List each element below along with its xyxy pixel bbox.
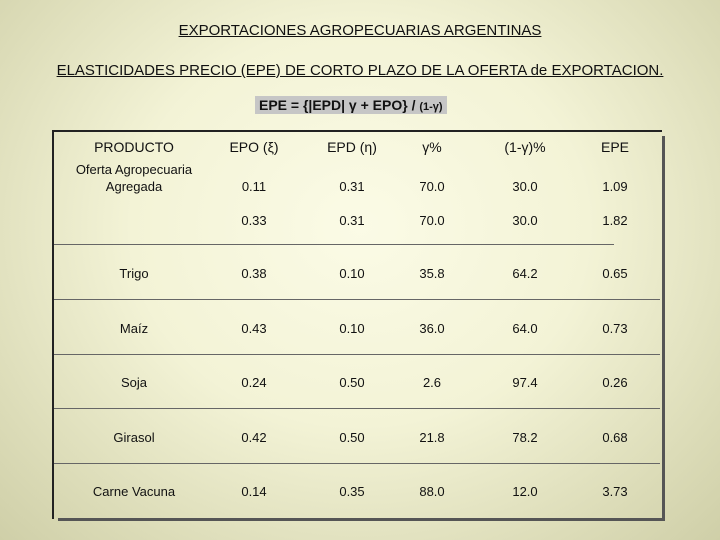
table-row: Soja 0.24 0.50 2.6 97.4 0.26 <box>54 355 662 409</box>
gamma-value: 70.0 <box>419 212 445 228</box>
table-row: Trigo 0.38 0.10 35.8 64.2 0.65 <box>54 245 662 301</box>
table-row: Oferta Agropecuaria Agregada 0.11 0.31 7… <box>54 162 662 204</box>
page-subtitle: ELASTICIDADES PRECIO (EPE) DE CORTO PLAZ… <box>56 62 664 79</box>
one-minus-gamma-value: 78.2 <box>512 429 538 445</box>
header-epe: EPE <box>600 138 629 155</box>
epd-value: 0.50 <box>339 374 365 390</box>
epe-value: 1.82 <box>602 212 628 228</box>
epd-value: 0.10 <box>339 265 365 281</box>
header-producto: PRODUCTO <box>94 138 174 155</box>
product-name: Girasol <box>113 429 155 445</box>
epo-value: 0.14 <box>241 483 267 499</box>
epd-value: 0.35 <box>339 483 365 499</box>
epe-value: 3.73 <box>602 483 628 499</box>
product-name: Soja <box>120 374 148 390</box>
product-name <box>54 202 214 238</box>
table-row: 0.33 0.31 70.0 30.0 1.82 <box>54 202 662 238</box>
product-name: Maíz <box>119 320 149 336</box>
epo-value: 0.11 <box>241 178 267 194</box>
row-divider <box>54 299 660 300</box>
epo-value: 0.42 <box>241 429 267 445</box>
gamma-value: 35.8 <box>419 265 445 281</box>
epe-value: 0.68 <box>602 429 628 445</box>
formula-denominator: (1-γ) <box>419 101 443 113</box>
epe-value: 0.26 <box>602 374 628 390</box>
elasticity-table: PRODUCTO EPO (ξ) EPD (η) γ% (1-γ)% EPE O… <box>52 130 662 519</box>
gamma-value: 2.6 <box>422 374 442 390</box>
row-divider <box>54 463 660 464</box>
product-name: Trigo <box>119 265 149 281</box>
one-minus-gamma-value: 30.0 <box>512 212 538 228</box>
header-epd: EPD (η) <box>327 138 377 155</box>
one-minus-gamma-value: 97.4 <box>512 374 538 390</box>
epe-value: 0.73 <box>602 320 628 336</box>
gamma-value: 70.0 <box>419 178 445 194</box>
page-title: EXPORTACIONES AGROPECUARIAS ARGENTINAS <box>178 22 542 39</box>
epe-value: 0.65 <box>602 265 628 281</box>
table-row: Carne Vacuna 0.14 0.35 88.0 12.0 3.73 <box>54 464 662 518</box>
table-header-row: PRODUCTO EPO (ξ) EPD (η) γ% (1-γ)% EPE <box>54 132 662 162</box>
row-divider <box>54 244 614 245</box>
formula-box: EPE = {|EPD| γ + EPO} / (1-γ) <box>255 96 447 114</box>
table-row: Maíz 0.43 0.10 36.0 64.0 0.73 <box>54 300 662 356</box>
epd-value: 0.31 <box>339 178 365 194</box>
gamma-value: 88.0 <box>419 483 445 499</box>
epd-value: 0.10 <box>339 320 365 336</box>
one-minus-gamma-value: 64.0 <box>512 320 538 336</box>
header-epo: EPO (ξ) <box>229 138 279 155</box>
product-name: Oferta Agropecuaria Agregada <box>75 162 193 194</box>
product-name: Carne Vacuna <box>92 483 176 499</box>
one-minus-gamma-value: 12.0 <box>512 483 538 499</box>
row-divider <box>54 408 660 409</box>
gamma-value: 21.8 <box>419 429 445 445</box>
one-minus-gamma-value: 64.2 <box>512 265 538 281</box>
epo-value: 0.38 <box>241 265 267 281</box>
gamma-value: 36.0 <box>419 320 445 336</box>
one-minus-gamma-value: 30.0 <box>512 178 538 194</box>
table-row: Girasol 0.42 0.50 21.8 78.2 0.68 <box>54 409 662 465</box>
epo-value: 0.33 <box>241 212 267 228</box>
row-divider <box>54 354 660 355</box>
epo-value: 0.24 <box>241 374 267 390</box>
epe-value: 1.09 <box>602 178 628 194</box>
formula-main: EPE = {|EPD| γ + EPO} / <box>259 97 420 113</box>
header-one-minus-gamma: (1-γ)% <box>504 138 546 155</box>
epd-value: 0.31 <box>339 212 365 228</box>
header-gamma: γ% <box>422 138 442 155</box>
epo-value: 0.43 <box>241 320 267 336</box>
epd-value: 0.50 <box>339 429 365 445</box>
